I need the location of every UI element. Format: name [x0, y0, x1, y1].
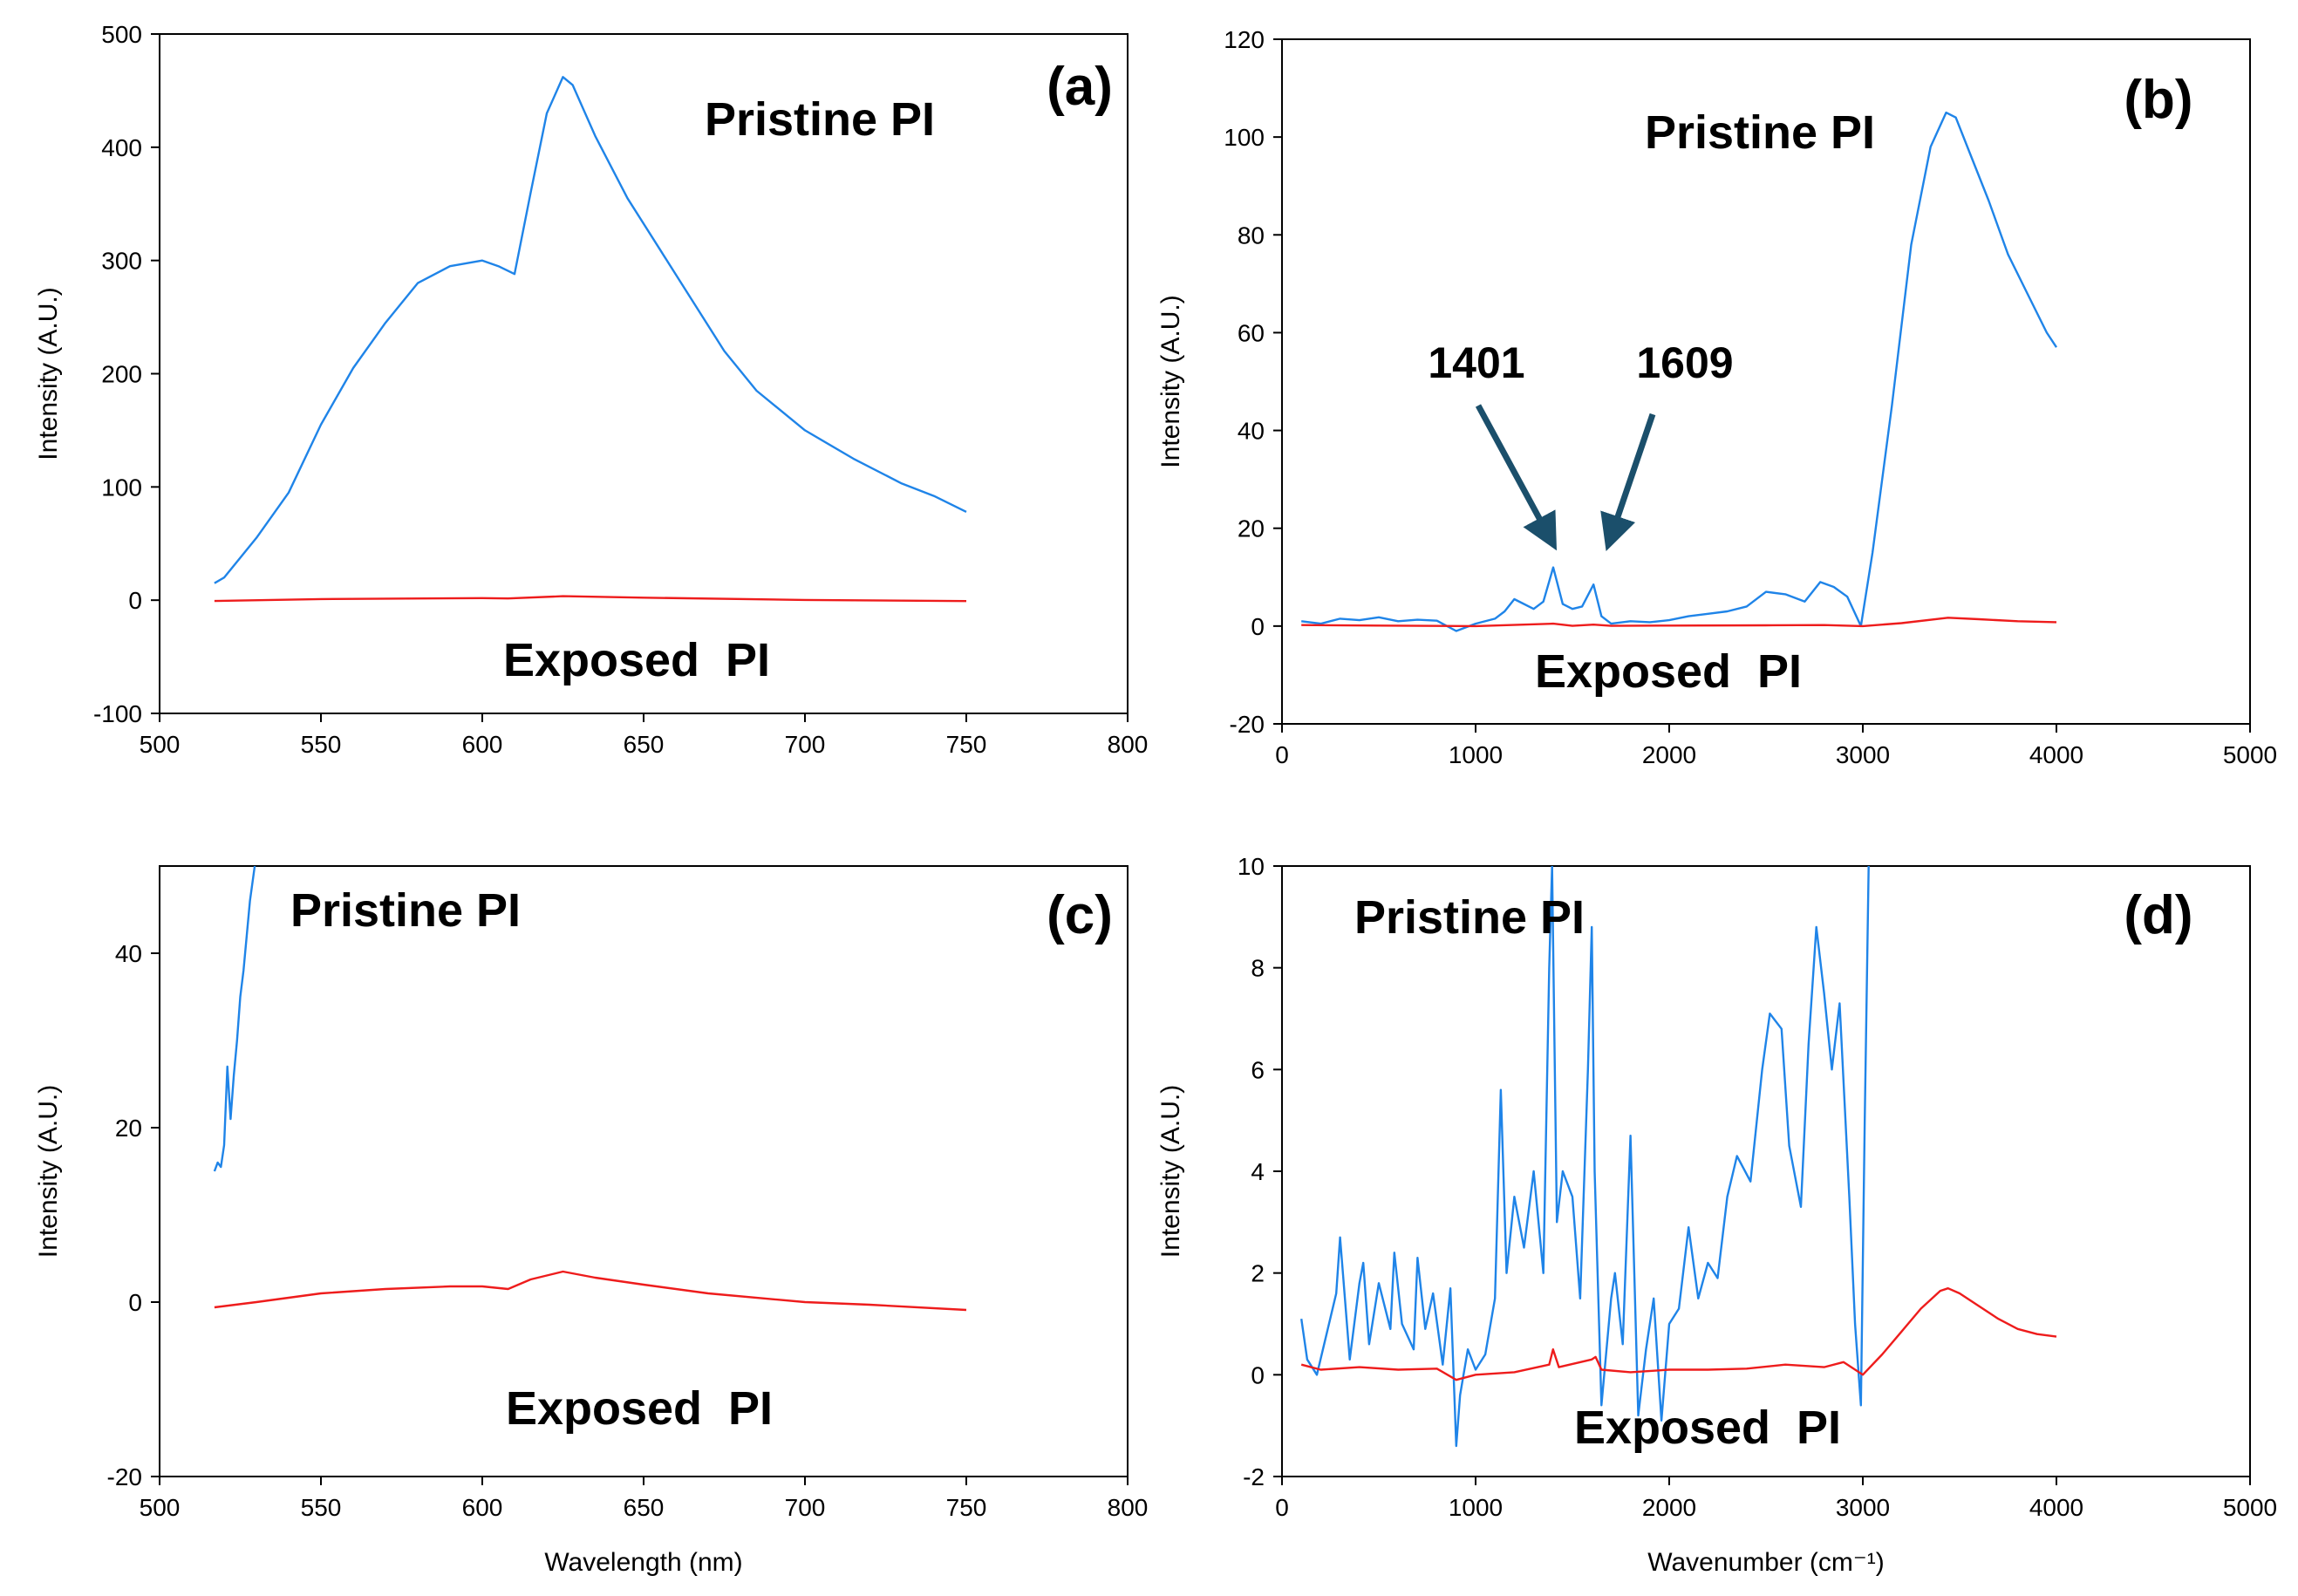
chart-panel: 500 550 600 650 700 750 800 -100 0 100 200 300 400 50… — [34, 21, 1148, 758]
x-tick-label: 700 — [785, 1494, 826, 1521]
plot-frame — [159, 33, 1129, 714]
pristine-pi-series-line — [1300, 866, 1870, 1448]
y-tick-label: 8 — [1251, 955, 1265, 982]
plot-frame — [1281, 38, 2251, 725]
y-tick-label: -100 — [93, 700, 142, 727]
exposed-pi-series-line — [1300, 1286, 2057, 1381]
y-tick-label: 200 — [101, 361, 142, 388]
x-tick-label: 700 — [785, 731, 826, 758]
x-tick-label: 5000 — [2223, 1494, 2277, 1521]
peak-label-1401: 1401 — [1428, 338, 1524, 387]
exposed-pi-series-line — [1301, 617, 2057, 628]
pristine-pi-label: Pristine PI — [1354, 891, 1585, 944]
x-tick-label: 1000 — [1449, 1494, 1503, 1521]
x-tick-label: 650 — [624, 731, 665, 758]
y-tick-label: 100 — [101, 474, 142, 501]
exposed-pi-series-line — [214, 595, 967, 603]
y-tick-label: -20 — [107, 1463, 142, 1490]
x-tick-label: 550 — [301, 1494, 342, 1521]
x-tick-label: 5000 — [2223, 741, 2277, 768]
y-tick-label: 2 — [1251, 1260, 1265, 1287]
y-tick-label: 80 — [1238, 222, 1265, 249]
y-tick-label: 40 — [1238, 418, 1265, 445]
peak-arrow-1609 — [1600, 413, 1656, 551]
y-tick-label: -20 — [1230, 711, 1265, 738]
panel-letter: (d) — [2124, 885, 2192, 945]
exposed-pi-label: Exposed PI — [1574, 1402, 1841, 1454]
peak-label-1609: 1609 — [1636, 338, 1733, 387]
y-tick-label: 500 — [101, 21, 142, 48]
y-axis-title: Intensity (A.U.) — [34, 287, 63, 460]
x-tick-label: 600 — [462, 1494, 503, 1521]
y-axis-title: Intensity (A.U.) — [1156, 1085, 1185, 1258]
exposed-pi-label: Exposed PI — [506, 1382, 773, 1435]
chart-panel: 0 1000 2000 3000 4000 5000 -2 0 2 4 6 8 10 Intensity … — [1156, 853, 2277, 1577]
exposed-pi-series-line — [214, 1270, 967, 1312]
x-tick-label: 500 — [140, 1494, 181, 1521]
x-tick-label: 1000 — [1449, 741, 1503, 768]
pristine-pi-series-line — [213, 866, 256, 1172]
chart-panel: 0 1000 2000 3000 4000 5000 -20 0 20 40 60 80 100 120 I… — [1156, 26, 2277, 768]
pristine-pi-series-line — [1301, 111, 2058, 632]
x-axis-title: Wavenumber (cm⁻¹) — [1647, 1548, 1884, 1577]
exposed-pi-label: Exposed PI — [503, 634, 770, 686]
x-tick-label: 600 — [462, 731, 503, 758]
plot-frame — [1281, 865, 2251, 1477]
x-tick-label: 3000 — [1836, 1494, 1890, 1521]
y-tick-label: 60 — [1238, 319, 1265, 346]
y-tick-label: 10 — [1238, 853, 1265, 880]
pristine-pi-label: Pristine PI — [1645, 106, 1875, 159]
panel-letter: (c) — [1047, 885, 1113, 945]
x-tick-label: 0 — [1275, 1494, 1289, 1521]
chart-panel: 500 550 600 650 700 750 800 -20 0 20 40 Intensity (… — [34, 865, 1149, 1577]
pristine-pi-label: Pristine PI — [290, 884, 521, 937]
y-tick-label: 300 — [101, 248, 142, 275]
y-tick-label: 4 — [1251, 1158, 1265, 1185]
x-tick-label: 2000 — [1642, 741, 1696, 768]
panel-letter: (a) — [1047, 57, 1113, 117]
x-tick-label: 650 — [624, 1494, 665, 1521]
y-tick-label: 0 — [128, 587, 142, 614]
pristine-pi-series-line — [214, 76, 967, 584]
y-tick-label: 40 — [115, 940, 142, 967]
x-tick-label: 500 — [140, 731, 181, 758]
x-tick-label: 800 — [1108, 1494, 1149, 1521]
x-tick-label: 750 — [946, 731, 987, 758]
y-tick-label: 0 — [1251, 1361, 1265, 1388]
pristine-pi-label: Pristine PI — [705, 93, 935, 146]
x-tick-label: 4000 — [2029, 1494, 2083, 1521]
y-tick-label: 6 — [1251, 1056, 1265, 1083]
x-tick-label: 0 — [1275, 741, 1289, 768]
x-tick-label: 4000 — [2029, 741, 2083, 768]
x-tick-label: 3000 — [1836, 741, 1890, 768]
y-tick-label: 0 — [1251, 613, 1265, 640]
panel-letter: (b) — [2124, 70, 2192, 130]
x-tick-label: 2000 — [1642, 1494, 1696, 1521]
x-tick-label: 550 — [301, 731, 342, 758]
x-tick-label: 750 — [946, 1494, 987, 1521]
x-axis-title: Wavelength (nm) — [544, 1548, 742, 1577]
y-tick-label: 20 — [115, 1115, 142, 1142]
y-axis-title: Intensity (A.U.) — [1156, 295, 1185, 467]
y-tick-label: 120 — [1224, 26, 1265, 53]
y-tick-label: 0 — [128, 1289, 142, 1316]
y-tick-label: 100 — [1224, 124, 1265, 151]
peak-arrow-1401 — [1475, 404, 1557, 551]
exposed-pi-label: Exposed PI — [1535, 645, 1802, 698]
y-tick-label: 20 — [1238, 515, 1265, 542]
y-tick-label: -2 — [1243, 1463, 1265, 1490]
x-tick-label: 800 — [1108, 731, 1149, 758]
y-axis-title: Intensity (A.U.) — [34, 1085, 63, 1258]
y-tick-label: 400 — [101, 134, 142, 161]
